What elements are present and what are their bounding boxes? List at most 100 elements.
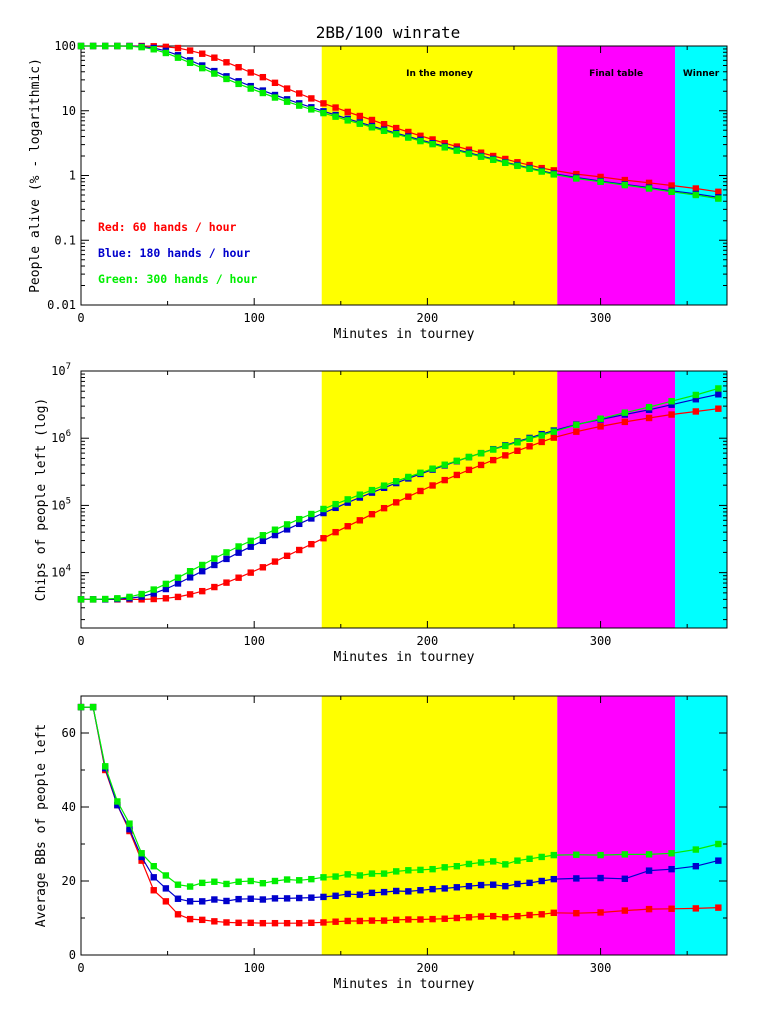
zone-label: Final table xyxy=(589,69,643,79)
data-point xyxy=(405,888,412,895)
data-point xyxy=(114,801,121,809)
data-point xyxy=(692,846,700,853)
data-point xyxy=(477,149,485,156)
data-point xyxy=(550,167,558,174)
data-point xyxy=(405,134,412,141)
data-point xyxy=(150,46,157,53)
data-point xyxy=(441,476,448,484)
data-point xyxy=(235,543,242,550)
data-point xyxy=(621,851,629,858)
y-tick-label: 105 xyxy=(51,496,71,512)
data-point xyxy=(477,153,485,160)
data-point xyxy=(186,568,194,575)
data-point xyxy=(368,511,376,518)
data-point xyxy=(692,863,700,870)
data-point xyxy=(380,917,388,924)
data-point xyxy=(223,555,230,563)
data-point xyxy=(573,851,580,858)
data-point xyxy=(526,165,533,172)
data-point xyxy=(138,857,145,864)
data-point xyxy=(393,916,400,924)
data-point xyxy=(89,703,97,711)
data-point xyxy=(477,450,485,457)
data-point xyxy=(715,385,722,392)
data-point xyxy=(211,54,218,61)
data-point xyxy=(502,452,509,459)
data-point xyxy=(573,175,580,182)
data-point xyxy=(283,526,291,533)
data-point xyxy=(550,434,558,441)
data-point xyxy=(417,469,424,476)
data-point xyxy=(150,590,157,597)
data-point xyxy=(211,918,218,925)
data-point xyxy=(356,112,364,120)
data-point xyxy=(344,523,351,530)
data-point xyxy=(186,574,194,581)
data-point xyxy=(453,457,461,465)
data-point xyxy=(271,877,279,885)
data-point xyxy=(692,905,700,912)
data-point xyxy=(247,537,254,545)
x-tick-label: 200 xyxy=(417,634,439,648)
data-point xyxy=(393,868,400,875)
data-point xyxy=(502,914,509,921)
data-point xyxy=(715,405,722,412)
data-point xyxy=(465,914,473,921)
data-point xyxy=(429,482,436,489)
data-point xyxy=(283,98,291,105)
data-point xyxy=(668,411,675,418)
data-point xyxy=(296,102,303,109)
data-point xyxy=(283,552,291,559)
data-point xyxy=(271,919,279,927)
data-point xyxy=(223,919,230,926)
data-point xyxy=(621,907,629,914)
data-point xyxy=(174,593,182,601)
data-point xyxy=(150,586,157,593)
data-point xyxy=(453,884,461,891)
data-point xyxy=(126,593,133,601)
data-point xyxy=(174,574,182,581)
data-point xyxy=(489,456,497,464)
data-point xyxy=(259,564,267,571)
data-point xyxy=(645,403,653,411)
data-point xyxy=(235,919,242,927)
data-point xyxy=(308,515,315,522)
data-point xyxy=(332,104,339,111)
data-point xyxy=(271,79,279,87)
data-point xyxy=(715,188,722,196)
data-point xyxy=(514,439,521,446)
data-point xyxy=(102,763,109,770)
data-point xyxy=(174,580,182,587)
data-point xyxy=(526,911,533,919)
data-point xyxy=(465,860,473,868)
data-point xyxy=(573,428,580,435)
data-point xyxy=(150,595,157,603)
data-point xyxy=(429,915,436,923)
data-point xyxy=(417,916,424,923)
y-tick-label: 107 xyxy=(51,362,71,378)
data-point xyxy=(320,109,327,117)
data-point xyxy=(405,473,412,481)
data-point xyxy=(453,863,461,870)
data-point xyxy=(380,870,388,877)
y-tick-label: 20 xyxy=(62,874,76,888)
data-point xyxy=(645,867,653,874)
data-point xyxy=(368,870,376,877)
data-point xyxy=(247,543,254,550)
data-point xyxy=(174,881,182,888)
y-tick-label: 104 xyxy=(51,564,71,580)
x-tick-label: 0 xyxy=(77,961,84,975)
data-point xyxy=(597,173,604,181)
y-axis-label: Average BBs of people left xyxy=(34,724,49,928)
data-point xyxy=(199,916,206,924)
data-point xyxy=(332,892,339,899)
data-point xyxy=(138,850,145,857)
data-point xyxy=(502,155,509,163)
data-point xyxy=(417,137,424,145)
data-point xyxy=(502,861,509,868)
y-tick-label: 0.1 xyxy=(54,233,76,247)
data-point xyxy=(441,885,448,892)
data-point xyxy=(320,509,327,517)
data-point xyxy=(223,579,230,586)
legend-entry: Red: 60 hands / hour xyxy=(98,220,237,234)
